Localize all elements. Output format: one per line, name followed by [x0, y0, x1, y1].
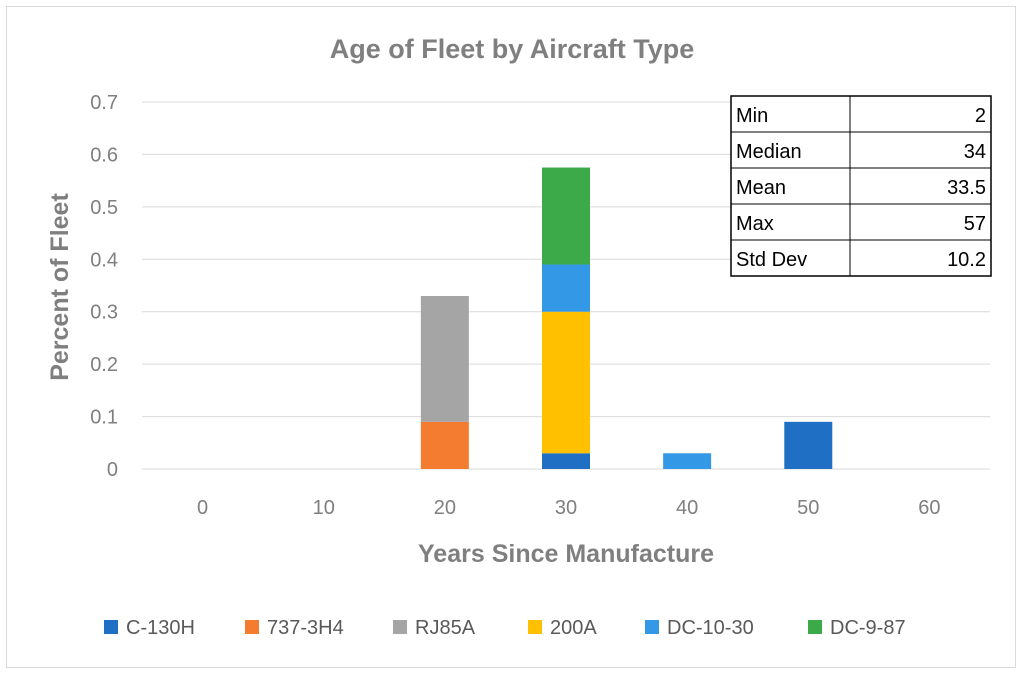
- legend-label: C-130H: [126, 617, 195, 639]
- y-tick-label: 0.4: [90, 249, 118, 271]
- x-tick-label: 0: [197, 497, 208, 519]
- y-tick-label: 0.7: [90, 92, 118, 114]
- x-tick-label: 50: [797, 497, 819, 519]
- stats-label: Std Dev: [736, 249, 807, 271]
- stats-value: 33.5: [947, 177, 986, 199]
- x-axis-title: Years Since Manufacture: [418, 540, 714, 568]
- legend-swatch: [808, 620, 822, 634]
- stats-value: 57: [964, 213, 986, 235]
- legend-label: DC-10-30: [667, 617, 754, 639]
- legend-swatch: [645, 620, 659, 634]
- y-axis-title: Percent of Fleet: [46, 193, 74, 381]
- bar-segment: [542, 167, 590, 265]
- y-tick-label: 0.1: [90, 407, 118, 429]
- legend: C-130H 737-3H4 RJ85A 200A DC-10-30 DC-9-87: [104, 617, 906, 639]
- stats-label: Max: [736, 213, 774, 235]
- bar-segment: [542, 453, 590, 469]
- bar-segment: [542, 264, 590, 312]
- bar-segment: [420, 295, 469, 422]
- x-tick-label: 60: [918, 497, 940, 519]
- legend-swatch: [528, 620, 542, 634]
- stats-table: Min 2 Median 34 Mean 33.5 Max 57 Std Dev 10.2: [730, 95, 992, 277]
- legend-label: DC-9-87: [830, 617, 906, 639]
- stats-value: 10.2: [947, 249, 986, 271]
- bar-segment: [542, 311, 590, 454]
- y-tick-label: 0.2: [90, 354, 118, 376]
- x-axis-ticks: 0 10 20 30 40 50 60: [197, 497, 941, 519]
- bar-segment: [663, 453, 712, 469]
- stats-value: 2: [975, 105, 986, 127]
- x-tick-label: 30: [555, 497, 577, 519]
- stats-label: Median: [736, 141, 802, 163]
- y-axis-ticks: 0 0.1 0.2 0.3 0.4 0.5 0.6 0.7: [90, 92, 118, 481]
- legend-swatch: [104, 620, 118, 634]
- legend-label: RJ85A: [415, 617, 476, 639]
- bar-segment: [420, 421, 469, 469]
- y-tick-label: 0.3: [90, 302, 118, 324]
- legend-label: 200A: [550, 617, 597, 639]
- x-tick-label: 40: [676, 497, 698, 519]
- stats-value: 34: [964, 141, 986, 163]
- legend-swatch: [393, 620, 407, 634]
- bar-segment: [784, 421, 833, 469]
- x-tick-label: 10: [313, 497, 335, 519]
- stats-table-border: [730, 95, 992, 277]
- y-tick-label: 0.5: [90, 197, 118, 219]
- y-tick-label: 0: [107, 459, 118, 481]
- legend-swatch: [245, 620, 259, 634]
- stats-label: Min: [736, 105, 768, 127]
- x-tick-label: 20: [434, 497, 456, 519]
- stats-label: Mean: [736, 177, 786, 199]
- bars: [420, 167, 833, 469]
- legend-label: 737-3H4: [267, 617, 344, 639]
- chart-title: Age of Fleet by Aircraft Type: [330, 34, 695, 64]
- y-tick-label: 0.6: [90, 144, 118, 166]
